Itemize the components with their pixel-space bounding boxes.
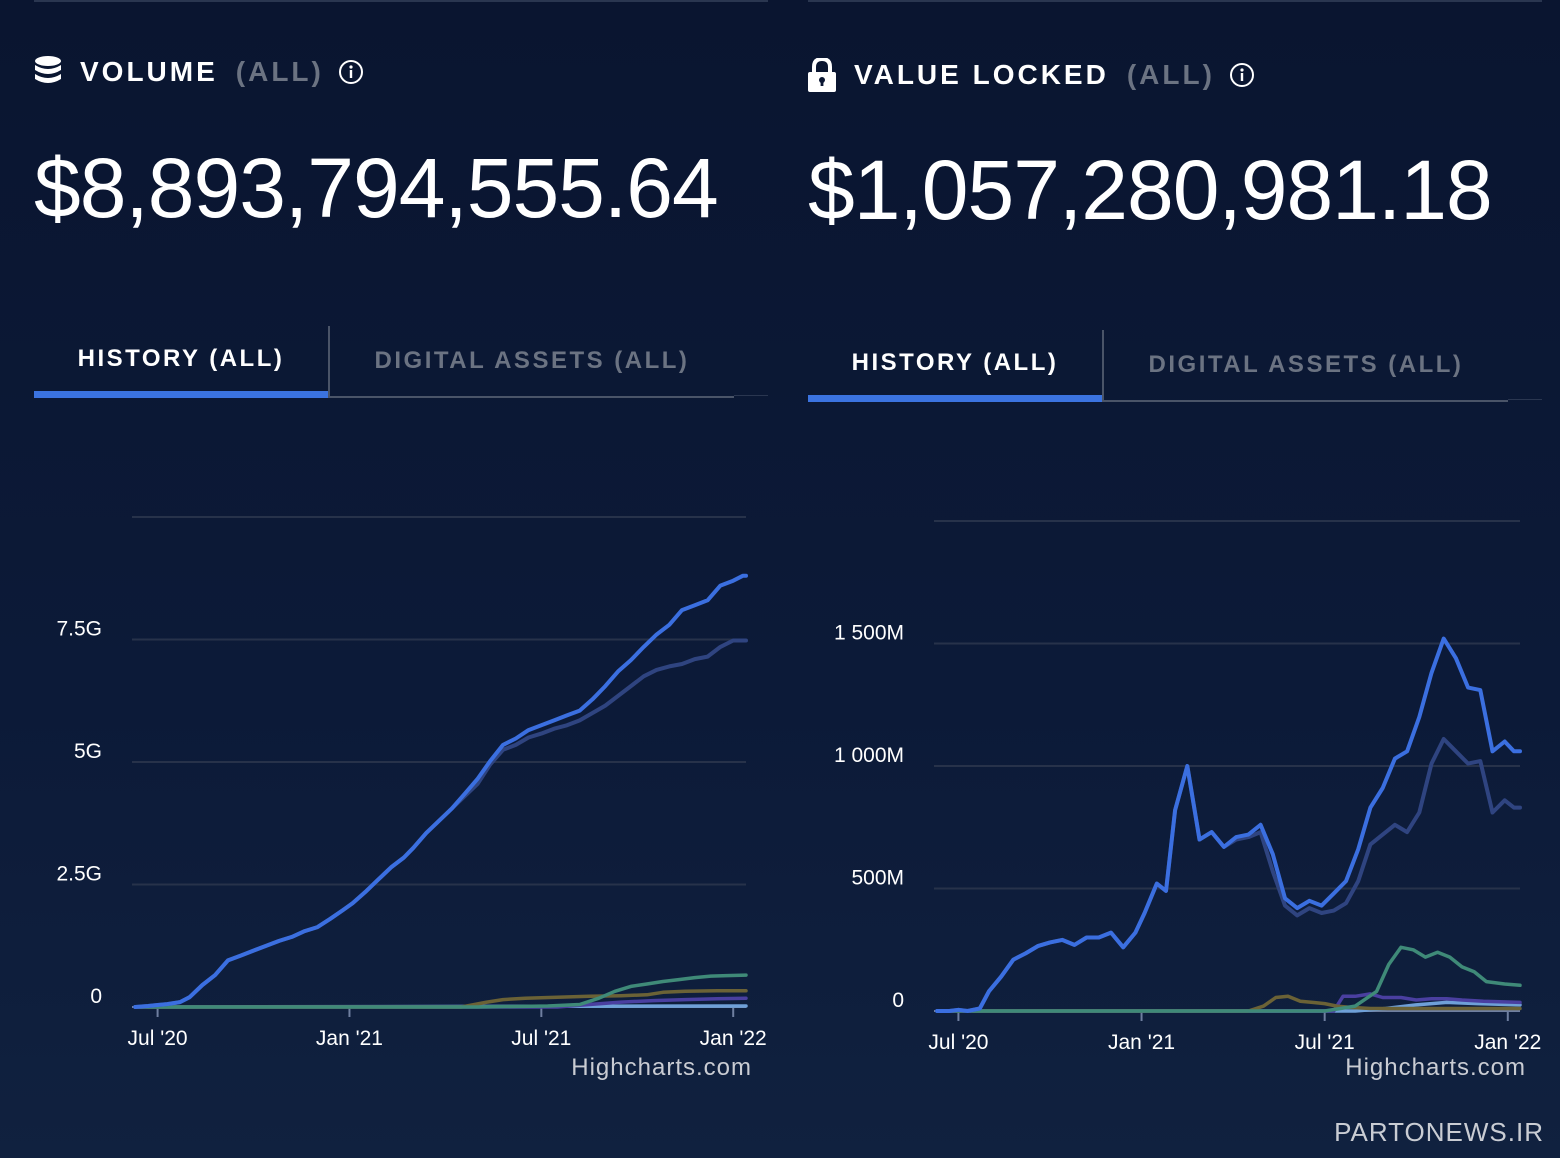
tab-rule — [1508, 399, 1542, 400]
y-tick-label: 500M — [851, 867, 904, 890]
tab-history[interactable]: HISTORY (ALL) — [808, 330, 1102, 402]
x-tick-label: Jan '21 — [316, 1027, 383, 1050]
volume-total: $8,893,794,555.64 — [34, 141, 719, 235]
y-tick-label: 1 500M — [834, 622, 904, 645]
volume-chart: 0 2.5G 5G 7.5G Jul '20 Jan '21 Jul '21 Jan '22 … — [34, 470, 768, 1090]
series-line-primary[interactable] — [133, 573, 748, 1009]
tab-digital-assets[interactable]: DIGITAL ASSETS (ALL) — [328, 326, 734, 398]
locked-total: $1,057,280,981.18 — [808, 143, 1493, 237]
tab-history[interactable]: HISTORY (ALL) — [34, 326, 328, 398]
x-tick-label: Jul '21 — [511, 1027, 571, 1050]
panel-divider — [34, 0, 768, 2]
series-line-secondary[interactable] — [133, 638, 748, 1009]
volume-history-chart: 0 2.5G 5G 7.5G Jul '20 Jan '21 Jul '21 Jan '22 — [56, 516, 767, 1050]
chart-credit[interactable]: Highcharts.com — [1345, 1054, 1526, 1081]
series-line-light[interactable] — [935, 1000, 1522, 1013]
x-tick-label: Jan '21 — [1108, 1031, 1175, 1054]
locked-title: VALUE LOCKED — [854, 59, 1109, 90]
locked-history-chart: 0 500M 1 000M 1 500M Jul '20 Jan '21 Jul '21 Ja… — [834, 520, 1541, 1054]
x-tick-label: Jan '22 — [700, 1027, 767, 1050]
locked-chart: 0 500M 1 000M 1 500M Jul '20 Jan '21 Jul '21 Ja… — [808, 470, 1542, 1090]
database-icon — [35, 56, 61, 83]
volume-header: VOLUME (ALL) — [34, 52, 364, 92]
panel-divider — [808, 0, 1542, 2]
site-watermark: PARTONEWS.IR — [1334, 1117, 1544, 1147]
y-tick-label: 2.5G — [56, 863, 102, 886]
volume-tabs: HISTORY (ALL) DIGITAL ASSETS (ALL) — [34, 326, 768, 398]
locked-tabs: HISTORY (ALL) DIGITAL ASSETS (ALL) — [808, 330, 1542, 402]
volume-scope: (ALL) — [235, 56, 324, 87]
y-tick-label: 0 — [892, 989, 904, 1012]
locked-header: VALUE LOCKED (ALL) — [808, 55, 1255, 95]
series-line-purple[interactable] — [935, 992, 1522, 1013]
series-line-olive[interactable] — [133, 989, 748, 1009]
x-tick-label: Jan '22 — [1474, 1031, 1541, 1054]
locked-scope: (ALL) — [1126, 59, 1215, 90]
x-tick-label: Jul '20 — [128, 1027, 188, 1050]
series-line-primary[interactable] — [935, 636, 1522, 1013]
x-tick-label: Jul '20 — [928, 1031, 988, 1054]
y-tick-label: 5G — [74, 740, 102, 763]
volume-title: VOLUME — [80, 56, 218, 87]
x-tick-label: Jul '21 — [1295, 1031, 1355, 1054]
y-tick-label: 0 — [90, 985, 102, 1008]
info-icon[interactable] — [338, 59, 364, 85]
y-tick-label: 1 000M — [834, 744, 904, 767]
tab-rule — [734, 395, 768, 396]
y-tick-label: 7.5G — [56, 618, 102, 641]
series-line-green[interactable] — [133, 973, 748, 1009]
info-icon[interactable] — [1229, 62, 1255, 88]
series-line-secondary[interactable] — [935, 737, 1522, 1013]
tab-digital-assets[interactable]: DIGITAL ASSETS (ALL) — [1102, 330, 1508, 402]
lock-icon — [808, 58, 836, 92]
chart-credit[interactable]: Highcharts.com — [571, 1054, 752, 1081]
series-line-green[interactable] — [935, 945, 1522, 1013]
